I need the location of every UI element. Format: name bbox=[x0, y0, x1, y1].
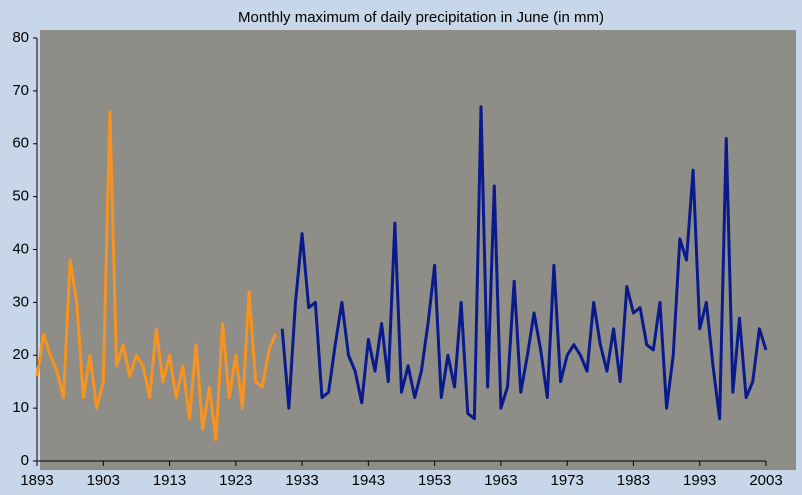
x-tick-label: 1903 bbox=[87, 472, 120, 489]
y-tick-label: 30 bbox=[12, 293, 29, 310]
x-tick-label: 1933 bbox=[285, 472, 318, 489]
y-tick-label: 70 bbox=[12, 82, 29, 99]
document-backdrop bbox=[40, 30, 796, 470]
data-line bbox=[35, 110, 277, 442]
x-tick-label: 1973 bbox=[550, 472, 583, 489]
y-tick-label: 20 bbox=[12, 346, 29, 363]
y-tick-label: 80 bbox=[12, 29, 29, 46]
x-tick-label: 1893 bbox=[20, 472, 53, 489]
y-tick-label: 40 bbox=[12, 240, 29, 257]
chart-title: Monthly maximum of daily precipitation i… bbox=[238, 9, 604, 26]
x-tick-label: 1963 bbox=[484, 472, 517, 489]
x-tick-label: 1943 bbox=[352, 472, 385, 489]
x-tick-label: 1983 bbox=[617, 472, 650, 489]
y-tick-label: 0 bbox=[21, 452, 29, 469]
data-line bbox=[280, 105, 768, 421]
x-tick-label: 1953 bbox=[418, 472, 451, 489]
x-tick-label: 1993 bbox=[683, 472, 716, 489]
y-tick-label: 60 bbox=[12, 135, 29, 152]
x-tick-label: 2003 bbox=[749, 472, 782, 489]
y-tick-label: 10 bbox=[12, 399, 29, 416]
y-tick-label: 50 bbox=[12, 188, 29, 205]
x-tick-label: 1913 bbox=[153, 472, 186, 489]
x-tick-label: 1923 bbox=[219, 472, 252, 489]
